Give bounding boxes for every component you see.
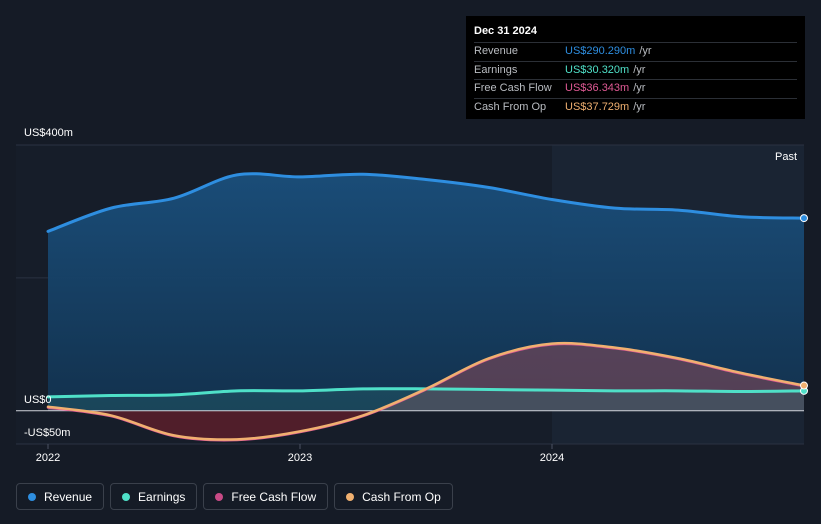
tooltip-row-free-cash-flow: Free Cash Flow US$36.343m/yr — [474, 79, 797, 98]
tooltip-value: US$37.729m — [565, 100, 630, 113]
legend-dot-icon — [346, 492, 355, 501]
tooltip-row-earnings: Earnings US$30.320m/yr — [474, 60, 797, 80]
tooltip-row-cash-from-op: Cash From Op US$37.729m/yr — [474, 97, 797, 117]
cash-from-op-end-point — [800, 381, 808, 390]
tooltip-label: Revenue — [474, 45, 519, 57]
legend-dot-icon — [28, 492, 36, 501]
cash-flow-area-negative — [48, 410, 804, 440]
tooltip-unit: /yr — [633, 82, 646, 94]
cash-from-op-line — [46, 341, 806, 441]
legend-label: Revenue — [44, 489, 93, 504]
legend-item-earnings[interactable]: Earnings — [110, 483, 198, 510]
tooltip-date: Dec 31 2024 — [474, 25, 537, 37]
legend-label: Earnings — [138, 489, 186, 504]
tooltip-unit: /yr — [633, 100, 646, 113]
tooltip-label: Free Cash Flow — [474, 82, 552, 94]
tooltip-label: Earnings — [474, 63, 518, 76]
y-tick-label: US$0 — [24, 394, 52, 406]
x-tick-label: 2024 — [540, 452, 564, 464]
tooltip-value: US$36.343m — [565, 82, 630, 94]
earnings-area — [48, 388, 804, 411]
x-tick-label: 2022 — [36, 452, 60, 464]
tooltip-row-revenue: Revenue US$290.290m/yr — [474, 42, 797, 61]
legend-item-revenue[interactable]: Revenue — [16, 483, 105, 510]
legend-item-free-cash-flow[interactable]: Free Cash Flow — [203, 483, 329, 510]
tooltip-value: US$30.320m — [565, 63, 630, 76]
legend-label: Free Cash Flow — [231, 489, 317, 504]
tooltip-unit: /yr — [633, 63, 646, 76]
x-tick-label: 2023 — [288, 452, 312, 464]
legend-dot-icon — [122, 492, 131, 501]
cash-flow-area-positive — [48, 343, 804, 411]
past-label: Past — [775, 151, 797, 163]
legend-dot-icon — [215, 492, 224, 501]
revenue-line — [46, 172, 806, 233]
y-tick-label: US$400m — [24, 127, 73, 139]
legend-label: Cash From Op — [362, 489, 441, 504]
revenue-end-point — [800, 214, 808, 223]
tooltip-panel: Dec 31 2024 Revenue US$290.290m/yr Earning… — [466, 16, 805, 119]
tooltip-value: US$290.290m — [565, 45, 636, 57]
tooltip-unit: /yr — [639, 45, 652, 57]
tooltip-label: Cash From Op — [474, 100, 547, 113]
y-tick-label: -US$50m — [24, 427, 70, 439]
legend: Revenue Earnings Free Cash Flow Cash From O… — [16, 483, 453, 510]
legend-item-cash-from-op[interactable]: Cash From Op — [334, 483, 453, 510]
